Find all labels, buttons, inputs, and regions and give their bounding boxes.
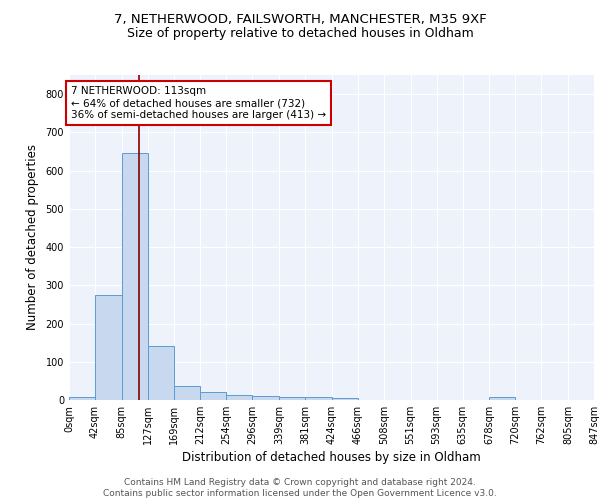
- Bar: [489, 397, 515, 400]
- Bar: [253, 396, 279, 400]
- Bar: [305, 397, 332, 400]
- Bar: [174, 386, 200, 400]
- Bar: [95, 295, 122, 400]
- Text: 7 NETHERWOOD: 113sqm
← 64% of detached houses are smaller (732)
36% of semi-deta: 7 NETHERWOOD: 113sqm ← 64% of detached h…: [71, 86, 326, 120]
- Bar: [148, 346, 174, 400]
- Bar: [200, 392, 226, 400]
- X-axis label: Distribution of detached houses by size in Oldham: Distribution of detached houses by size …: [182, 451, 481, 464]
- Text: 7, NETHERWOOD, FAILSWORTH, MANCHESTER, M35 9XF: 7, NETHERWOOD, FAILSWORTH, MANCHESTER, M…: [113, 12, 487, 26]
- Y-axis label: Number of detached properties: Number of detached properties: [26, 144, 38, 330]
- Text: Size of property relative to detached houses in Oldham: Size of property relative to detached ho…: [127, 28, 473, 40]
- Bar: [332, 398, 358, 400]
- Bar: [122, 154, 148, 400]
- Text: Contains HM Land Registry data © Crown copyright and database right 2024.
Contai: Contains HM Land Registry data © Crown c…: [103, 478, 497, 498]
- Bar: [69, 397, 95, 400]
- Bar: [226, 395, 253, 400]
- Bar: [279, 397, 305, 400]
